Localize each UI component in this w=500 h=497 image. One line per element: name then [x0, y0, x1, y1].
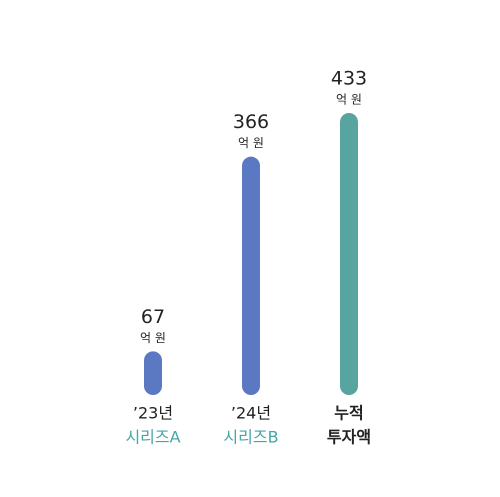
subcategory-label: 시리즈B [223, 428, 278, 447]
value-label: 366 [233, 111, 269, 133]
subcategory-label: 투자액 [327, 428, 371, 447]
unit-label: 억 원 [238, 136, 264, 150]
bar [144, 351, 162, 395]
value-label: 67 [141, 306, 165, 328]
bar [242, 156, 260, 395]
value-label: 433 [331, 68, 367, 90]
category-label: 누적 [334, 404, 363, 423]
bar [340, 113, 358, 395]
unit-label: 억 원 [336, 93, 362, 107]
unit-label: 억 원 [140, 331, 166, 345]
category-label: ’23년 [133, 404, 173, 423]
subcategory-label: 시리즈A [125, 428, 180, 447]
category-label: ’24년 [231, 404, 271, 423]
